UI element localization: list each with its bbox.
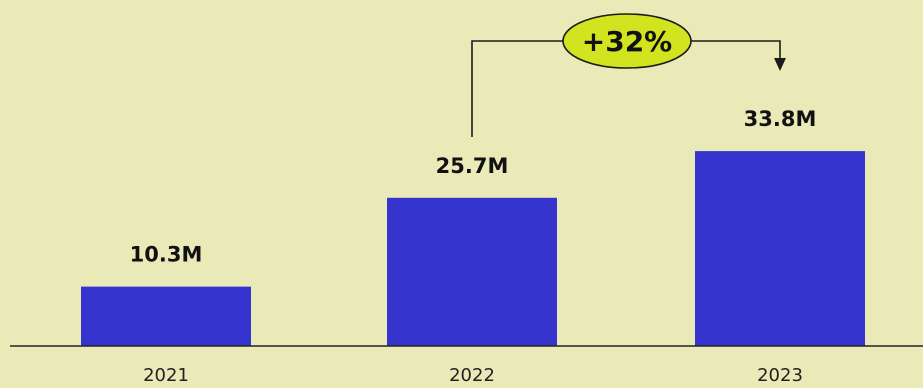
bar-value-label-2021: 10.3M — [130, 243, 203, 267]
bar-2021 — [81, 286, 251, 346]
bar-2023 — [695, 151, 865, 346]
growth-badge — [562, 13, 692, 69]
x-tick-label-2022: 2022 — [449, 365, 495, 386]
bar-2022 — [387, 197, 557, 346]
growth-badge-label: +32% — [582, 25, 672, 58]
bar-value-label-2023: 33.8M — [744, 107, 817, 131]
x-tick-label-2021: 2021 — [143, 365, 189, 386]
growth-arrowhead — [774, 58, 786, 71]
x-tick-label-2023: 2023 — [757, 365, 803, 386]
bar-value-label-2022: 25.7M — [436, 154, 509, 178]
